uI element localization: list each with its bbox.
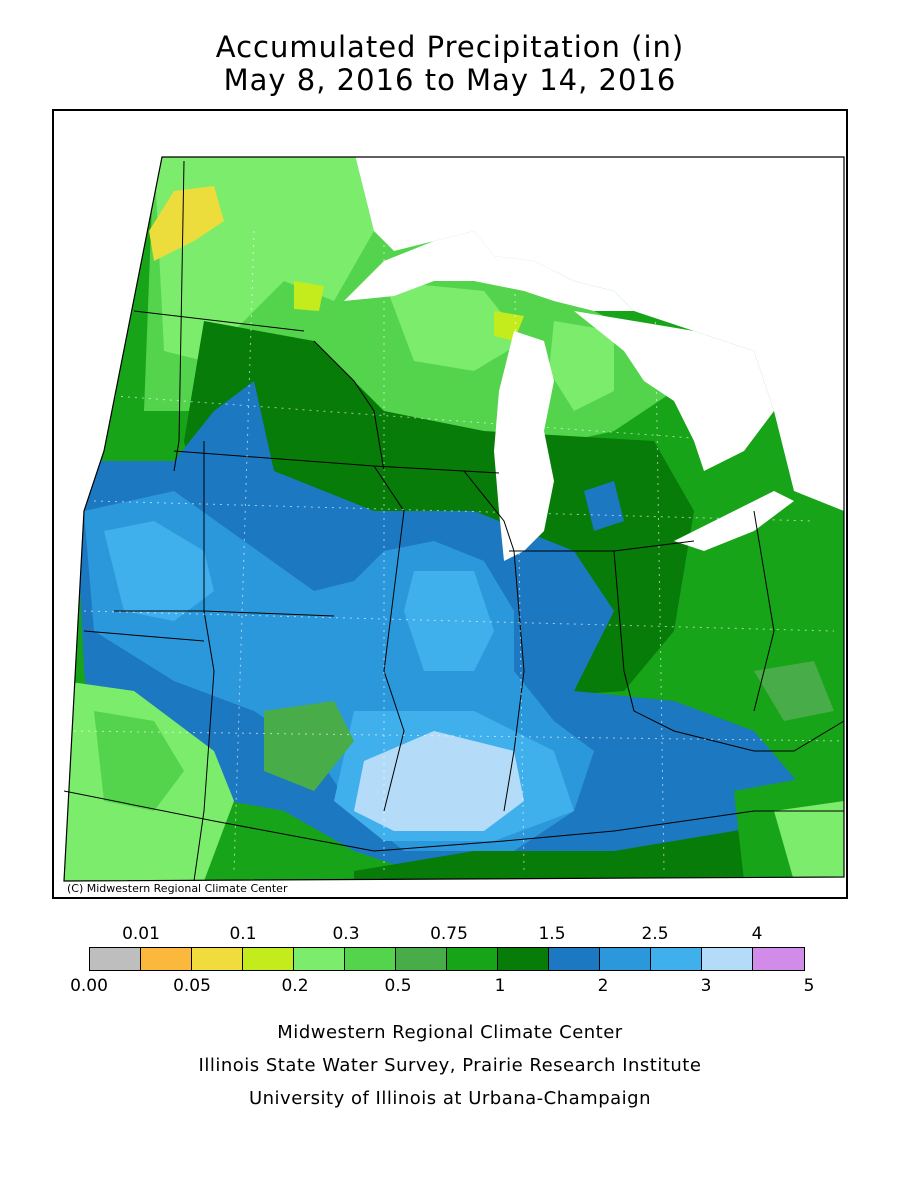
lake-superior <box>344 231 634 311</box>
legend-colorbar <box>89 947 805 971</box>
precipitation-map: (C) Midwestern Regional Climate Center <box>52 109 848 899</box>
legend-bottom-labels: 0.00 0.05 0.2 0.5 1 2 3 5 <box>0 976 900 996</box>
copyright-label: (C) Midwestern Regional Climate Center <box>64 882 291 895</box>
legend-swatch <box>549 948 600 970</box>
legend-label: 0.75 <box>430 924 468 944</box>
legend-label: 1.5 <box>538 924 566 944</box>
precip-zone <box>549 321 614 411</box>
map-canvas <box>63 151 845 882</box>
legend-swatch <box>498 948 549 970</box>
legend-label: 2 <box>597 976 609 996</box>
legend-swatch <box>90 948 141 970</box>
precip-zone <box>754 661 834 721</box>
legend-label: 0.2 <box>281 976 309 996</box>
map-domain-outline <box>63 156 845 882</box>
legend-label: 3 <box>700 976 712 996</box>
legend-label: 0.01 <box>122 924 160 944</box>
precip-zone <box>734 511 844 711</box>
credit-line: Midwestern Regional Climate Center <box>277 1022 623 1043</box>
canada-land <box>354 151 844 511</box>
legend-label: 1 <box>494 976 506 996</box>
legend-label: 0.3 <box>332 924 360 944</box>
precip-zone <box>584 481 624 531</box>
legend-swatch <box>294 948 345 970</box>
legend-top-labels: 0.01 0.1 0.3 0.75 1.5 2.5 4 <box>0 924 900 944</box>
precip-zone <box>354 811 844 881</box>
precip-zone <box>774 801 844 881</box>
precip-zone <box>354 731 524 831</box>
precip-zone <box>149 186 224 261</box>
legend-label: 0.5 <box>384 976 412 996</box>
legend-label: 4 <box>751 924 763 944</box>
legend-label: 0.05 <box>173 976 211 996</box>
legend-swatch <box>600 948 651 970</box>
legend-swatch <box>396 948 447 970</box>
legend-label: 0.1 <box>229 924 257 944</box>
legend-swatch <box>192 948 243 970</box>
legend-label: 5 <box>803 976 815 996</box>
credit-line: Illinois State Water Survey, Prairie Res… <box>198 1055 702 1076</box>
precip-zone <box>264 701 354 791</box>
precip-zone <box>294 281 324 311</box>
credit-line: University of Illinois at Urbana-Champai… <box>248 1088 652 1109</box>
legend-swatch <box>753 948 804 970</box>
legend-swatch <box>651 948 702 970</box>
legend-swatch <box>243 948 294 970</box>
legend-swatch <box>702 948 753 970</box>
lake-huron <box>574 311 774 471</box>
precip-zone <box>94 711 184 811</box>
precip-zone <box>384 281 524 371</box>
precip-zone <box>104 521 214 621</box>
legend-label: 2.5 <box>641 924 669 944</box>
legend-label: 0.00 <box>70 976 108 996</box>
lake-erie <box>674 491 794 551</box>
legend-swatch <box>447 948 498 970</box>
map-date-range: May 8, 2016 to May 14, 2016 <box>223 63 677 97</box>
map-title: Accumulated Precipitation (in) <box>215 30 685 64</box>
legend-swatch <box>345 948 396 970</box>
lake-michigan <box>494 331 554 561</box>
legend-swatch <box>141 948 192 970</box>
